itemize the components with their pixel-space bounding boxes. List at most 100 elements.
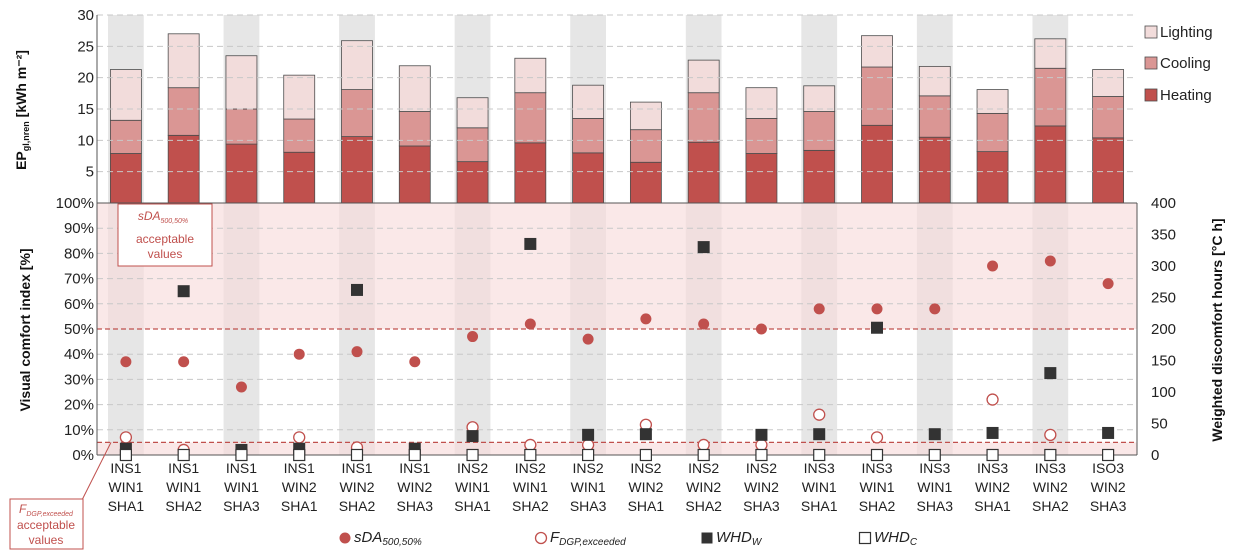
whd-w-point	[986, 426, 999, 439]
whd-c-point	[755, 448, 768, 462]
fdgp-annotation-line: values	[29, 533, 64, 547]
x-tick-label: SHA1	[108, 498, 145, 514]
x-tick-label: SHA3	[743, 498, 780, 514]
legend-swatch-heating	[1144, 88, 1158, 102]
right-y-tick-label: 350	[1151, 227, 1176, 244]
whd-w-point	[755, 428, 768, 441]
legend-swatch-cooling	[1144, 56, 1158, 70]
bar-segment-lighting	[225, 55, 258, 110]
bar-segment-lighting	[283, 74, 316, 120]
sda-point	[351, 346, 363, 358]
sda-annotation-line: values	[148, 247, 183, 261]
x-tick-label: WIN1	[571, 479, 606, 495]
sda-point	[467, 331, 479, 343]
x-tick-label: INS3	[977, 460, 1008, 476]
sda-point	[640, 313, 652, 325]
sda-point	[524, 318, 536, 330]
whd-c-point	[928, 448, 941, 462]
bar-segment-lighting	[167, 33, 200, 89]
top-y-tick-label: 15	[77, 101, 94, 118]
x-tick-label: SHA2	[512, 498, 549, 514]
axes-layer	[96, 14, 1138, 456]
sda-point	[813, 303, 825, 315]
x-tick-label: INS1	[110, 460, 141, 476]
x-tick-label: WIN1	[802, 479, 837, 495]
right-y-tick-label: 200	[1151, 321, 1176, 338]
x-tick-label: SHA3	[1090, 498, 1127, 514]
bar-segment-lighting	[1092, 69, 1125, 97]
x-tick-label: INS3	[919, 460, 950, 476]
top-y-tick-label: 30	[77, 7, 94, 24]
bar-segment-lighting	[976, 89, 1009, 114]
whd-w-point	[639, 428, 652, 441]
sda-point	[409, 356, 421, 368]
whd-w-point	[524, 237, 537, 250]
sda-point	[178, 356, 190, 368]
left-y-tick-label: 80%	[64, 245, 94, 262]
x-tick-label: SHA1	[628, 498, 665, 514]
left-y-tick-label: 70%	[64, 271, 94, 288]
whd-c-point	[119, 448, 132, 462]
fdgp-point	[697, 438, 710, 452]
whd-w-point	[697, 241, 710, 254]
whd-c-point	[408, 448, 421, 462]
x-tick-label: WIN2	[340, 479, 375, 495]
x-tick-label: WIN2	[628, 479, 663, 495]
whd-c-point	[639, 448, 652, 462]
bar-segment-lighting	[629, 101, 662, 131]
sda-point	[1102, 278, 1114, 290]
bar-segment-heating	[341, 136, 373, 204]
x-tick-label: WIN2	[744, 479, 779, 495]
bar-segment-heating	[456, 161, 489, 204]
bar-segment-heating	[514, 142, 547, 204]
x-tick-label: ISO3	[1092, 460, 1124, 476]
x-tick-label: WIN2	[686, 479, 721, 495]
bar-segment-lighting	[1034, 38, 1067, 69]
bar-segment-lighting	[572, 84, 605, 119]
bar-segment-cooling	[167, 87, 200, 136]
bar-segment-heating	[1034, 125, 1067, 204]
x-tick-label: INS1	[341, 460, 372, 476]
bar-segment-cooling	[629, 129, 662, 163]
fdgp-point	[293, 431, 306, 444]
bar-segment-heating	[803, 149, 836, 204]
x-tick-label: WIN1	[224, 479, 259, 495]
bar-segment-lighting	[398, 65, 431, 112]
fdgp-annotation-line: acceptable	[17, 518, 75, 532]
x-tick-label: INS2	[688, 460, 719, 476]
whd-c-point	[870, 448, 884, 462]
bar-segment-cooling	[918, 95, 951, 138]
x-tick-label: INS1	[284, 460, 315, 476]
x-tick-label: INS2	[457, 460, 488, 476]
whd-w-point	[928, 428, 941, 441]
x-tick-label: SHA2	[339, 498, 376, 514]
x-tick-label: WIN2	[1091, 479, 1126, 495]
right-y-tick-label: 300	[1151, 258, 1176, 275]
left-y-tick-label: 90%	[64, 220, 94, 237]
bar-segment-cooling	[514, 92, 547, 144]
bar-segment-heating	[918, 136, 951, 204]
bar-segment-cooling	[572, 118, 605, 154]
x-tick-label: SHA2	[859, 498, 896, 514]
bar-segment-heating	[687, 141, 720, 204]
top-y-axis-label: EPgl,nren [kWh m⁻²]	[13, 50, 31, 170]
fdgp-point	[524, 438, 537, 452]
fdgp-point	[870, 431, 884, 444]
whd-c-point	[813, 448, 826, 462]
bar-segment-heating	[572, 152, 605, 204]
right-y-tick-label: 250	[1151, 290, 1176, 307]
whd-c-point	[582, 448, 595, 462]
whd-w-point	[1044, 367, 1057, 380]
fdgp-point	[1044, 428, 1057, 441]
fdgp-annotation-box	[9, 498, 84, 550]
sda-point	[1044, 255, 1056, 267]
bar-segment-heating	[167, 134, 200, 204]
bar-segment-lighting	[514, 57, 547, 94]
legend-label-heating: Heating	[1160, 87, 1212, 104]
fdgp-point	[813, 408, 826, 421]
markers-layer	[119, 237, 1115, 462]
x-tick-label: INS2	[515, 460, 546, 476]
left-y-tick-label: 50%	[64, 321, 94, 338]
bar-segment-heating	[283, 151, 316, 204]
